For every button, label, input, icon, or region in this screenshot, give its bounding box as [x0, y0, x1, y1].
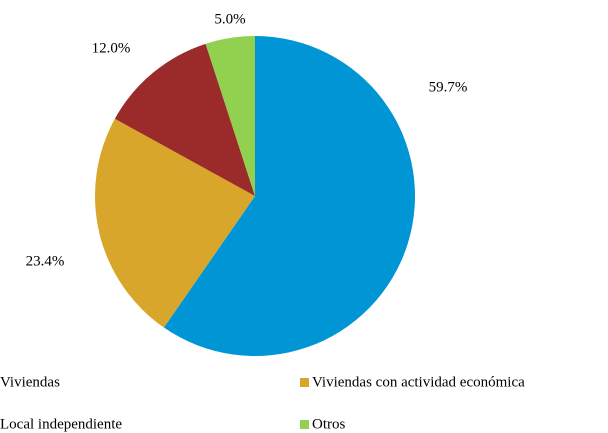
pie-slice — [163, 36, 415, 356]
data-label: 23.4% — [26, 253, 65, 269]
data-label: 5.0% — [214, 11, 245, 27]
pie-slice — [94, 118, 256, 328]
legend-label: Viviendas — [0, 374, 60, 390]
legend-swatch — [300, 420, 309, 429]
data-label: 12.0% — [92, 40, 131, 56]
data-label: 59.7% — [429, 79, 468, 95]
legend-swatch — [300, 378, 309, 387]
legend-label: Otros — [312, 416, 345, 432]
pie-slice — [114, 43, 255, 197]
pie-slice — [205, 36, 255, 196]
legend-label: Viviendas con actividad económica — [312, 374, 525, 390]
legend-label: Local independiente — [0, 416, 122, 432]
